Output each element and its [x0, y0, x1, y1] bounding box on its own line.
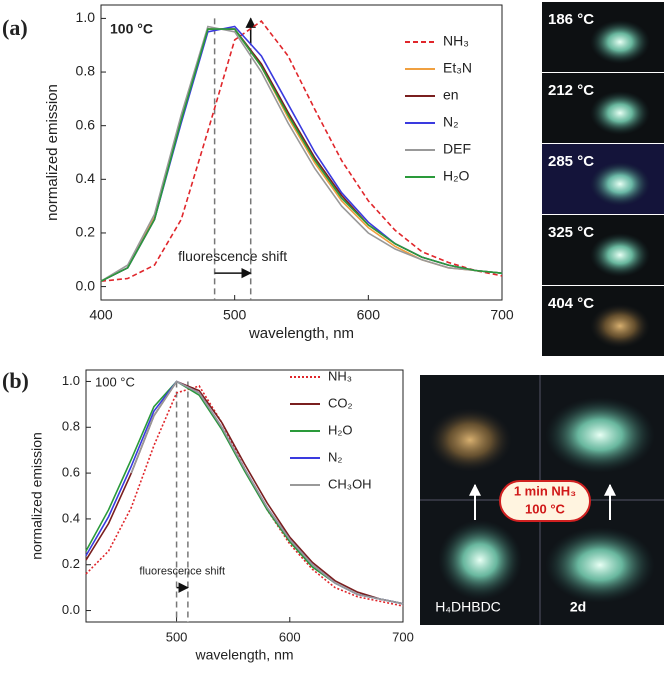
y-tick-label: 0.0: [76, 277, 96, 293]
series-line: [85, 380, 404, 605]
plot-frame: [100, 4, 503, 301]
x-tick-label: 600: [279, 629, 301, 644]
y-tick-label: 0.4: [62, 510, 80, 525]
series-line: [85, 380, 404, 605]
series-line: [100, 28, 503, 282]
y-tick-label: 0.0: [62, 602, 80, 617]
temperature-label: 186 °C: [548, 11, 594, 28]
temperature-annotation: 100 °C: [110, 21, 153, 37]
photo-glow: [590, 233, 650, 277]
legend-label: NH₃: [328, 368, 352, 383]
panel-label: (a): [2, 15, 28, 40]
y-axis-label: normalized emission: [29, 432, 45, 560]
legend-label: H₂O: [443, 168, 470, 184]
series-line: [85, 380, 404, 605]
legend-label: Et₃N: [443, 60, 472, 76]
temperature-label: 285 °C: [548, 153, 594, 170]
legend-label: en: [443, 87, 459, 103]
x-tick-label: 600: [357, 307, 381, 323]
y-tick-label: 0.6: [62, 465, 80, 480]
legend-label: NH₃: [443, 33, 469, 49]
y-tick-label: 0.2: [62, 556, 80, 571]
x-tick-label: 400: [89, 307, 113, 323]
series-line: [85, 385, 404, 607]
y-axis-label: normalized emission: [44, 84, 61, 221]
sample-label: 2d: [570, 599, 586, 615]
legend-label: N₂: [328, 449, 342, 464]
shift-label: fluorescence shift: [139, 566, 225, 578]
x-axis-label: wavelength, nm: [248, 325, 354, 342]
x-tick-label: 700: [490, 307, 514, 323]
x-tick-label: 500: [166, 629, 188, 644]
legend-label: N₂: [443, 114, 459, 130]
shift-label: fluorescence shift: [178, 248, 287, 264]
legend-label: DEF: [443, 141, 471, 157]
series-line: [100, 25, 503, 282]
series-line: [100, 28, 503, 282]
panel-label: (b): [2, 368, 29, 393]
temperature-annotation: 100 °C: [95, 374, 135, 389]
photo-glow: [590, 162, 650, 206]
y-tick-label: 0.8: [62, 419, 80, 434]
treatment-label: 1 min NH₃: [514, 483, 576, 498]
series-line: [130, 380, 404, 605]
y-tick-label: 1.0: [76, 9, 96, 25]
x-axis-label: wavelength, nm: [194, 647, 293, 663]
photo-panel-a: 186 °C 212 °C 285 °C 325 °C 404 °C: [542, 2, 664, 356]
temperature-label: 325 °C: [548, 224, 594, 241]
temperature-label: 404 °C: [548, 295, 594, 312]
y-tick-label: 0.8: [76, 63, 96, 79]
photo-glow: [590, 20, 650, 64]
photo-panel-b: 1 min NH₃ 100 °C H₄DHBDC 2d: [420, 375, 664, 625]
y-tick-label: 0.2: [76, 224, 96, 240]
series-line: [100, 25, 503, 282]
legend-label: H₂O: [328, 422, 353, 437]
y-tick-label: 1.0: [62, 373, 80, 388]
photo-glow: [590, 91, 650, 135]
y-tick-label: 0.4: [76, 170, 96, 186]
series-line: [100, 20, 503, 282]
series-line: [100, 28, 503, 282]
x-tick-label: 500: [223, 307, 247, 323]
x-tick-label: 700: [392, 629, 414, 644]
treatment-label: 100 °C: [525, 501, 566, 516]
temperature-label: 212 °C: [548, 82, 594, 99]
photo-glow: [590, 304, 650, 348]
y-tick-label: 0.6: [76, 116, 96, 132]
sample-label: H₄DHBDC: [435, 599, 501, 615]
legend-label: CH₃OH: [328, 476, 372, 491]
legend-label: CO₂: [328, 395, 353, 410]
plot-frame: [85, 369, 404, 623]
